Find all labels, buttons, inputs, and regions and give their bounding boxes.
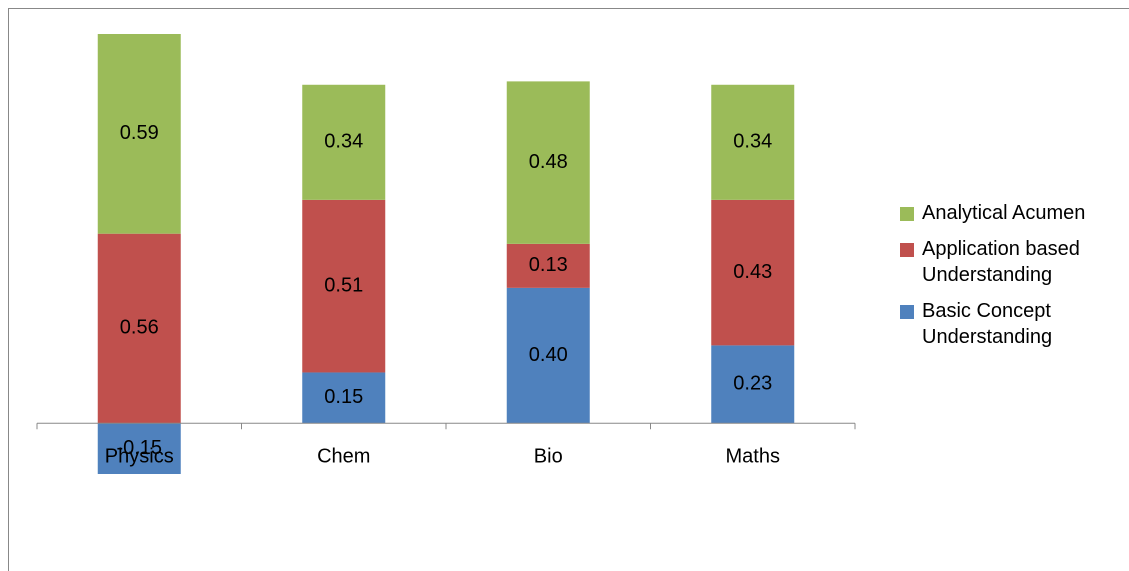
x-tick-label: Physics [105, 446, 174, 468]
legend-label: Application based Understanding [922, 238, 1080, 286]
legend-label: Basic Concept Understanding [922, 300, 1053, 348]
bar-segment [97, 233, 181, 424]
legend-item: Application based Understanding [900, 236, 1120, 288]
bar-segment [302, 84, 386, 200]
bar-segment [711, 199, 795, 346]
bar-segment [711, 345, 795, 424]
value-label: -0.15 [116, 437, 162, 459]
bar-segment [302, 199, 386, 373]
bar-segment [506, 243, 590, 288]
chart-frame [8, 8, 1129, 571]
value-label: 0.51 [324, 274, 363, 296]
legend-swatch [900, 207, 914, 221]
value-label: 0.56 [120, 317, 159, 339]
bar-segment [506, 287, 590, 424]
x-tick-label: Bio [534, 446, 563, 468]
legend: Analytical Acumen Application based Under… [900, 200, 1120, 360]
legend-label: Analytical Acumen [922, 202, 1086, 224]
value-label: 0.34 [733, 131, 772, 153]
legend-item: Analytical Acumen [900, 200, 1120, 226]
value-label: 0.43 [733, 261, 772, 283]
x-tick-label: Chem [317, 446, 370, 468]
value-label: 0.15 [324, 386, 363, 408]
legend-swatch [900, 305, 914, 319]
value-label: 0.59 [120, 122, 159, 144]
value-label: 0.13 [529, 254, 568, 276]
bar-segment [97, 34, 181, 234]
value-label: 0.34 [324, 131, 363, 153]
x-tick-label: Maths [726, 446, 780, 468]
bar-segment [711, 84, 795, 200]
bar-segment [97, 423, 181, 474]
legend-swatch [900, 243, 914, 257]
bar-segment [506, 81, 590, 244]
value-label: 0.40 [529, 344, 568, 366]
bar-segment [302, 372, 386, 424]
value-label: 0.48 [529, 151, 568, 173]
value-label: 0.23 [733, 373, 772, 395]
legend-item: Basic Concept Understanding [900, 298, 1120, 350]
